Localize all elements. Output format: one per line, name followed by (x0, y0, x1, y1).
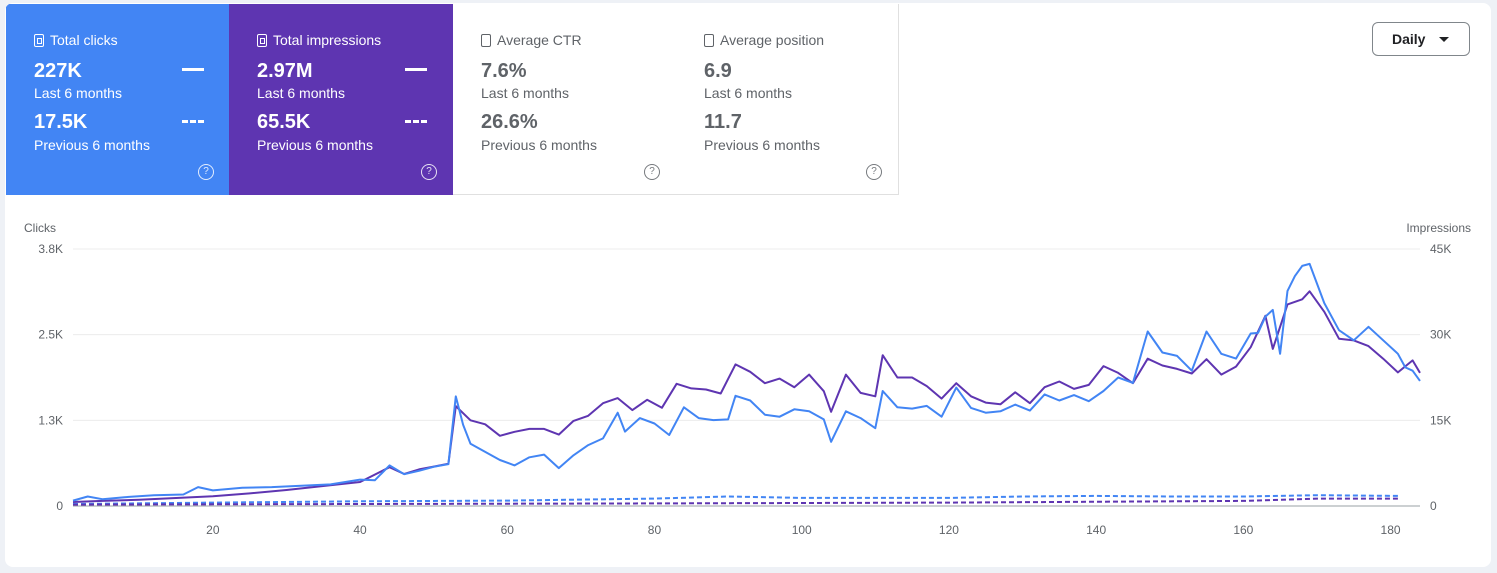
metric-prev-value: 65.5K (257, 111, 311, 133)
help-icon[interactable]: ? (421, 164, 437, 180)
left-y-tick-label: 1.3K (38, 413, 63, 427)
metric-label: Average position (720, 32, 825, 48)
metric-period: Last 6 months (257, 85, 345, 101)
metric-label: Total impressions (273, 32, 382, 48)
metric-header: Total impressions (257, 32, 381, 48)
metric-prev-period: Previous 6 months (257, 137, 373, 153)
dashed-line-legend-icon (405, 120, 427, 123)
checkbox-checked-icon[interactable] (34, 33, 44, 47)
metric-prev-value: 11.7 (704, 111, 742, 133)
right-axis-title: Impressions (1406, 221, 1471, 235)
checkbox-checked-icon[interactable] (257, 33, 267, 47)
metric-value: 227K (34, 60, 82, 82)
x-tick-label: 60 (501, 523, 515, 537)
right-y-tick-label: 30K (1430, 328, 1451, 342)
right-y-tick-label: 0 (1430, 499, 1437, 513)
left-y-tick-label: 0 (56, 499, 63, 513)
x-tick-label: 180 (1381, 523, 1401, 537)
metric-period: Last 6 months (704, 85, 792, 101)
metric-period: Last 6 months (34, 85, 122, 101)
help-icon[interactable]: ? (866, 164, 882, 180)
x-tick-label: 80 (648, 523, 662, 537)
metric-average-ctr[interactable]: Average CTR 7.6% Last 6 months 26.6% Pre… (453, 4, 677, 195)
performance-chart[interactable]: 0 0 1.3K 15K 2.5K 30K 3.8K 45K 20 40 60 80 100 120 140… (5, 197, 1491, 567)
metric-header: Average position (704, 32, 824, 48)
metric-label: Total clicks (50, 32, 118, 48)
metric-average-position[interactable]: Average position 6.9 Last 6 months 11.7 … (676, 4, 899, 195)
help-icon[interactable]: ? (644, 164, 660, 180)
dashed-line-legend-icon (182, 120, 204, 123)
left-y-tick-label: 3.8K (38, 242, 63, 256)
metric-header: Total clicks (34, 32, 118, 48)
help-icon[interactable]: ? (198, 164, 214, 180)
metric-prev-value: 17.5K (34, 111, 88, 133)
checkbox-unchecked-icon[interactable] (481, 33, 491, 47)
metric-value: 7.6% (481, 60, 527, 82)
granularity-selected-label: Daily (1392, 31, 1426, 47)
granularity-dropdown[interactable]: Daily (1372, 22, 1470, 56)
metric-total-impressions[interactable]: Total impressions 2.97M Last 6 months 65… (229, 4, 453, 195)
metric-label: Average CTR (497, 32, 582, 48)
metric-prev-period: Previous 6 months (704, 137, 820, 153)
previous-period-line (72, 494, 1398, 505)
previous-period-line (72, 497, 1398, 506)
performance-card: Total clicks 227K Last 6 months 17.5K Pr… (5, 3, 1491, 567)
metric-period: Last 6 months (481, 85, 569, 101)
right-y-tick-label: 45K (1430, 242, 1451, 256)
x-tick-label: 20 (206, 523, 220, 537)
metric-prev-period: Previous 6 months (481, 137, 597, 153)
solid-line-legend-icon (405, 68, 427, 71)
current-period-line (72, 290, 1421, 503)
solid-line-legend-icon (182, 68, 204, 71)
current-period-line (72, 262, 1421, 502)
metric-value: 2.97M (257, 60, 313, 82)
metric-prev-period: Previous 6 months (34, 137, 150, 153)
left-axis-title: Clicks (24, 221, 56, 235)
x-tick-label: 40 (353, 523, 367, 537)
x-tick-label: 120 (939, 523, 959, 537)
metric-value: 6.9 (704, 60, 732, 82)
metric-total-clicks[interactable]: Total clicks 227K Last 6 months 17.5K Pr… (6, 4, 230, 195)
right-y-tick-label: 15K (1430, 413, 1451, 427)
x-tick-label: 100 (792, 523, 812, 537)
metric-header: Average CTR (481, 32, 582, 48)
x-tick-label: 140 (1086, 523, 1106, 537)
checkbox-unchecked-icon[interactable] (704, 33, 714, 47)
metric-prev-value: 26.6% (481, 111, 538, 133)
x-tick-label: 160 (1233, 523, 1253, 537)
left-y-tick-label: 2.5K (38, 328, 63, 342)
caret-down-icon (1439, 36, 1450, 42)
